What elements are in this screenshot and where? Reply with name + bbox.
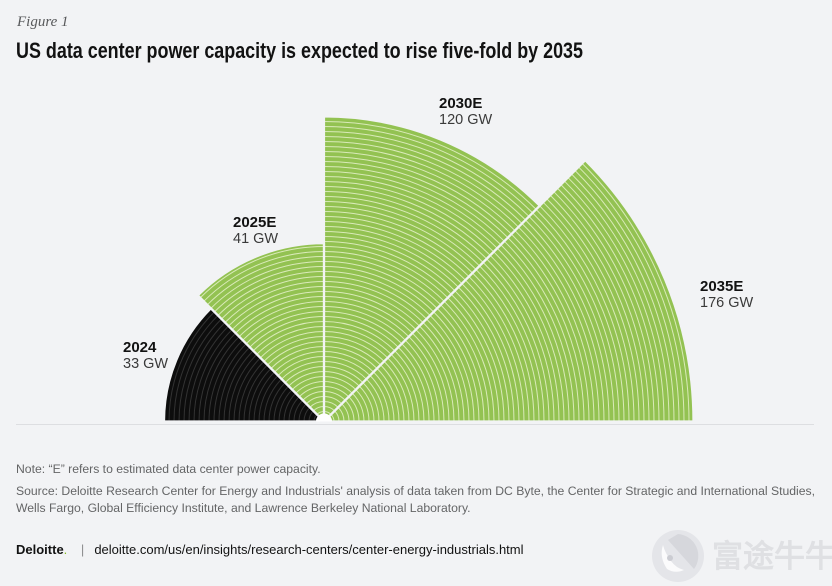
svg-text:富途牛牛: 富途牛牛: [712, 539, 832, 574]
